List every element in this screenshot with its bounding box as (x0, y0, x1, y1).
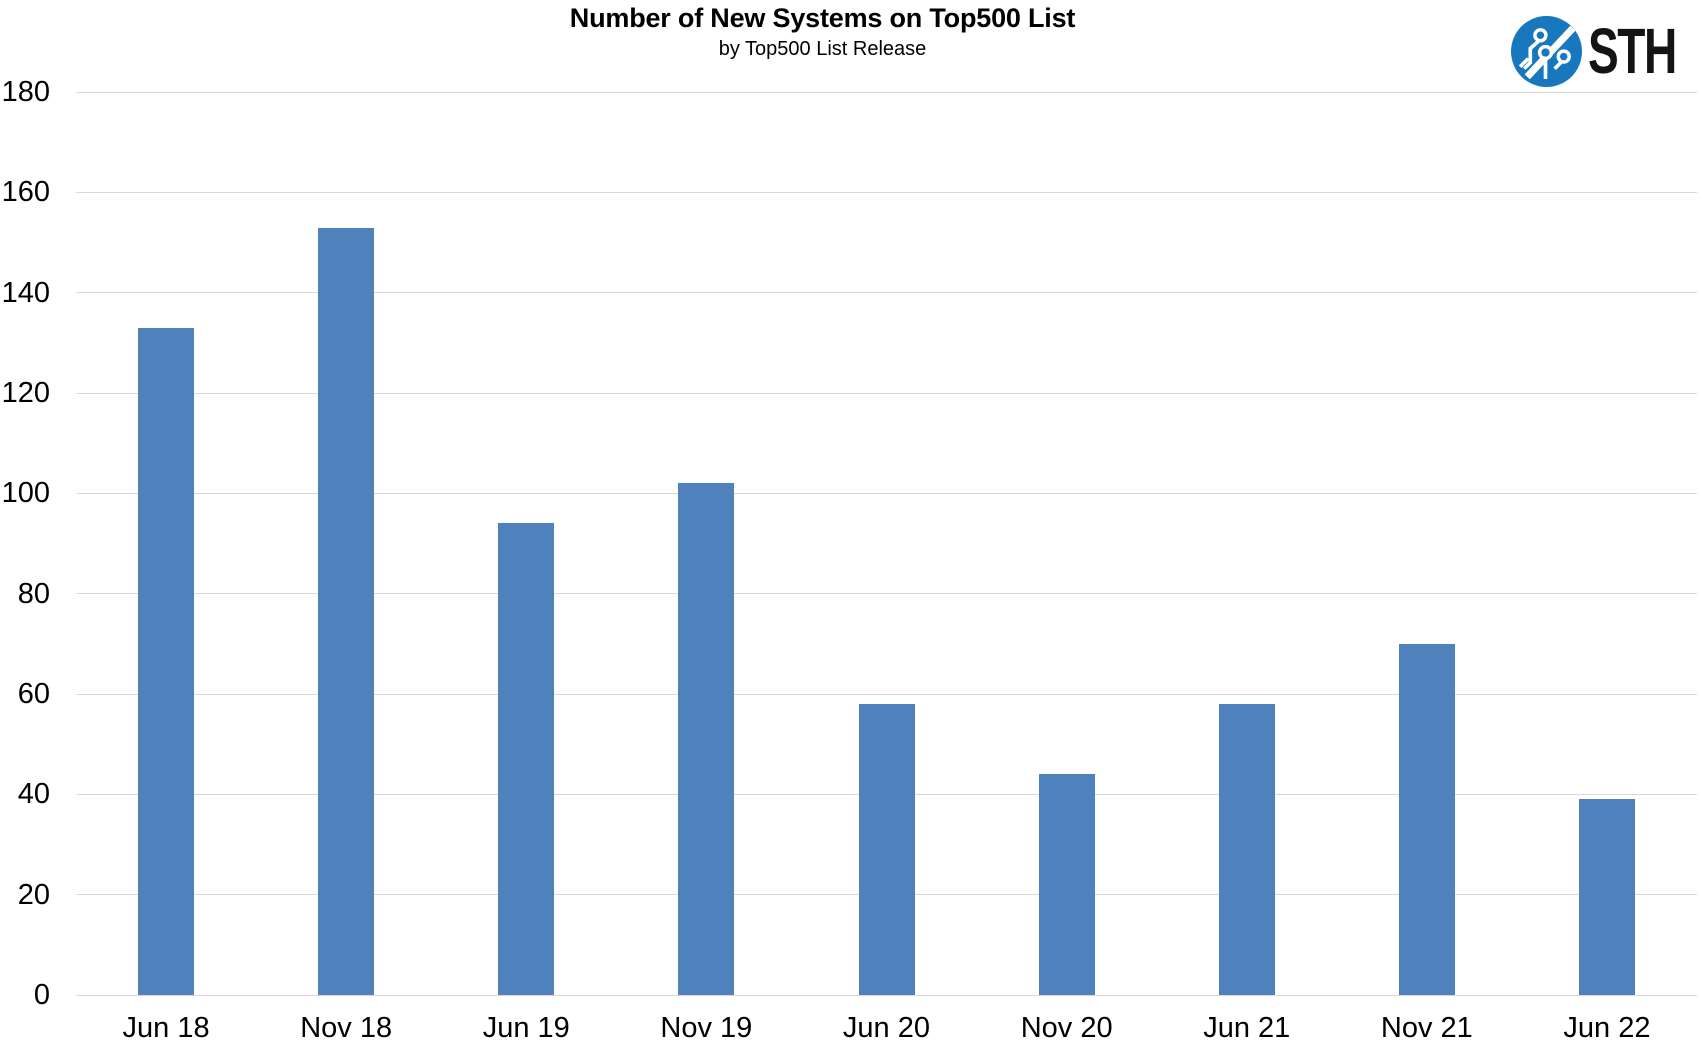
bar-nov-20 (1038, 774, 1095, 995)
y-axis-tick-label: 0 (33, 979, 50, 1011)
sth-logo-mark (1511, 15, 1582, 87)
x-axis-tick-label: Nov 21 (1380, 1012, 1473, 1044)
y-axis-tick-label: 120 (1, 377, 50, 409)
x-axis-tick-label: Jun 22 (1563, 1012, 1651, 1044)
gridline-y-80 (76, 593, 1697, 595)
y-axis-tick-label: 80 (17, 577, 50, 610)
x-axis-tick-label: Jun 18 (122, 1012, 210, 1044)
gridline-y-100 (76, 492, 1697, 494)
x-axis-tick-label: Jun 19 (482, 1012, 570, 1044)
bar-nov-21 (1398, 643, 1455, 995)
y-axis-tick-label: 160 (1, 176, 50, 209)
x-axis-tick-label: Nov 20 (1020, 1012, 1113, 1044)
y-axis-tick-label: 180 (1, 76, 50, 108)
y-axis-tick-label: 100 (1, 477, 50, 510)
y-axis-tick-label: 140 (1, 276, 50, 309)
bar-jun-20 (858, 704, 915, 995)
sth-logo-text: STH (1588, 15, 1677, 87)
bar-jun-21 (1218, 704, 1275, 995)
x-axis-tick-label: Nov 19 (660, 1012, 753, 1044)
bar-jun-19 (498, 523, 555, 995)
bar-nov-19 (678, 483, 735, 995)
y-axis-tick-label: 20 (17, 878, 50, 911)
gridline-y-120 (76, 392, 1697, 394)
sth-logo: STH (1511, 14, 1702, 88)
chart-title: Number of New Systems on Top500 List (569, 3, 1076, 33)
bar-jun-22 (1578, 799, 1635, 996)
x-axis-tick-label: Jun 20 (842, 1012, 930, 1044)
gridline-y-140 (76, 292, 1697, 294)
gridline-y-180 (76, 91, 1697, 93)
gridline-y-160 (76, 191, 1697, 193)
y-axis-tick-label: 40 (17, 778, 50, 811)
bar-nov-18 (318, 227, 375, 995)
y-axis-tick-label: 60 (17, 678, 50, 710)
gridline-y-60 (76, 693, 1697, 695)
gridline-y-0 (76, 994, 1697, 996)
x-axis-tick-label: Nov 18 (300, 1012, 393, 1044)
x-axis-tick-label: Jun 21 (1203, 1012, 1291, 1044)
chart-subtitle: by Top500 List Release (718, 38, 927, 60)
bar-jun-18 (138, 327, 195, 995)
